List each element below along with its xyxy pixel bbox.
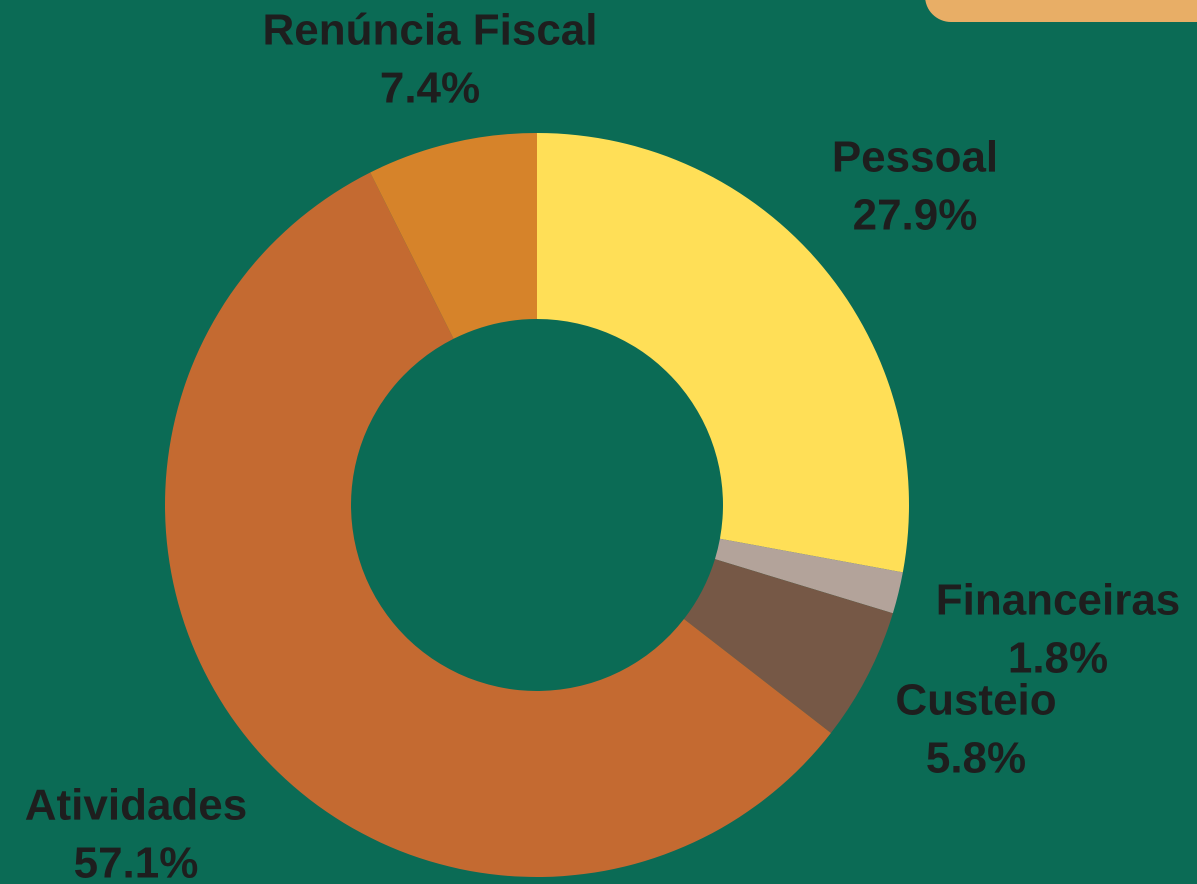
slice-label: Atividades xyxy=(25,781,248,830)
donut-slice xyxy=(537,133,909,573)
donut-slice xyxy=(714,538,903,614)
decor-tab xyxy=(925,0,1197,22)
slice-value: 7.4% xyxy=(380,64,480,113)
slice-label: Custeio xyxy=(895,676,1056,725)
donut-slice xyxy=(164,172,831,878)
donut-slice xyxy=(370,133,537,339)
slice-value: 1.8% xyxy=(1008,634,1108,683)
slice-value: 57.1% xyxy=(74,839,199,884)
slice-label: Financeiras xyxy=(936,576,1181,625)
slice-value: 27.9% xyxy=(853,191,978,240)
slice-value: 5.8% xyxy=(926,734,1026,783)
slice-label: Renúncia Fiscal xyxy=(262,6,597,55)
slice-label: Pessoal xyxy=(832,133,998,182)
donut-slice xyxy=(683,559,893,734)
